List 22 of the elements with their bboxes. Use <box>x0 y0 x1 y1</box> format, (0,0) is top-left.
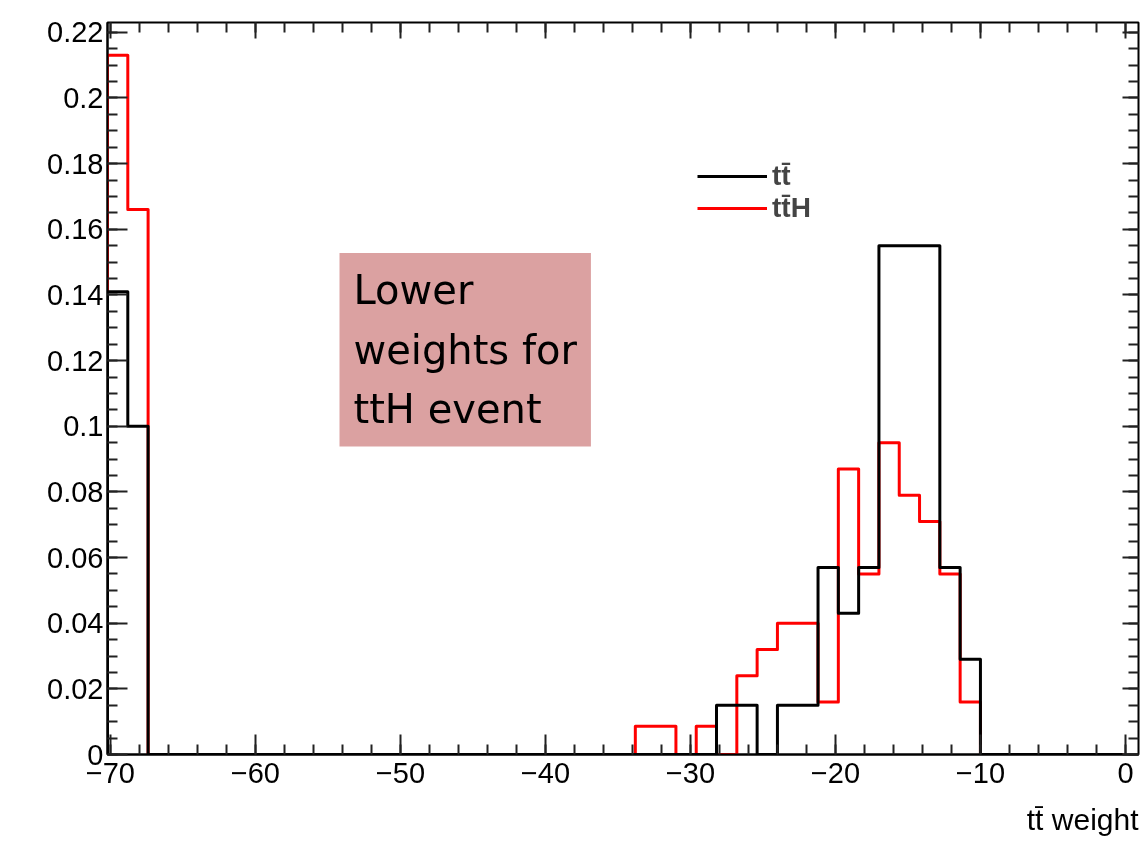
y-tick-label: 0.16 <box>47 213 104 246</box>
y-tick-label: 0.12 <box>47 344 104 377</box>
y-tick-label: 0.2 <box>63 82 104 114</box>
x-tick-label: −40 <box>520 756 571 789</box>
y-tick-label: 0.18 <box>47 147 104 180</box>
annotation: Lower weights for ttH event <box>353 266 578 433</box>
y-tick-label: 0.02 <box>47 672 104 705</box>
x-tick-label: −30 <box>665 756 716 789</box>
legend-label: tt̄ <box>772 160 792 192</box>
legend-label: tt̄H <box>772 192 811 224</box>
y-tick-label: 0.14 <box>47 278 104 311</box>
x-tick-label: −10 <box>955 756 1006 789</box>
x-tick-label: 0 <box>1117 756 1134 789</box>
x-tick-label: −50 <box>375 756 426 789</box>
y-tick-label: 0.22 <box>47 16 104 49</box>
y-tick-label: 0.1 <box>63 410 104 443</box>
x-tick-label: −20 <box>810 756 861 789</box>
x-tick-label: −60 <box>230 756 281 789</box>
y-tick-label: 0.06 <box>47 541 104 574</box>
x-axis-title: tt̄ weight <box>1026 802 1140 836</box>
y-tick-label: 0.08 <box>47 475 104 508</box>
y-tick-label: 0.04 <box>47 607 104 640</box>
